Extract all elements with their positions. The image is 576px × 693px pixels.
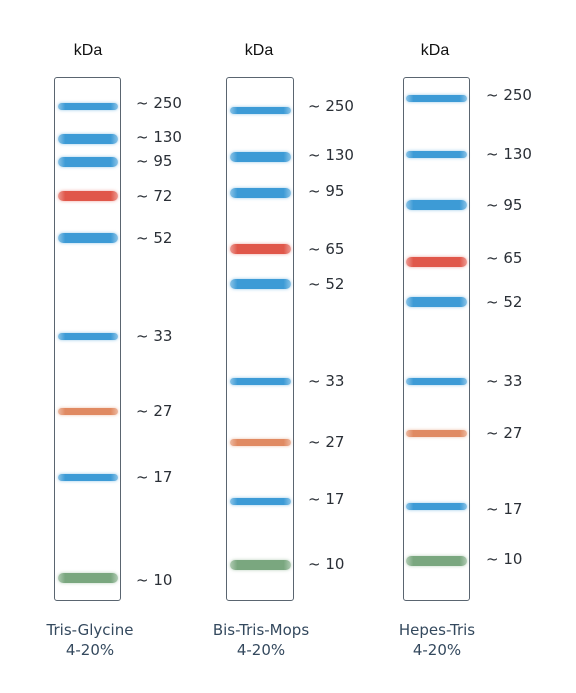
marker-band xyxy=(406,150,467,158)
molecular-weight-label: ~ 130 xyxy=(486,145,532,163)
molecular-weight-label: ~ 72 xyxy=(136,187,173,205)
molecular-weight-label: ~ 27 xyxy=(308,433,345,451)
molecular-weight-label: ~ 52 xyxy=(136,229,173,247)
molecular-weight-label: ~ 10 xyxy=(136,571,173,589)
molecular-weight-label: ~ 95 xyxy=(136,152,173,170)
marker-band xyxy=(230,377,291,385)
marker-band xyxy=(406,200,467,210)
marker-band xyxy=(58,102,118,110)
marker-band xyxy=(58,191,118,201)
gel-lane xyxy=(403,77,470,601)
molecular-weight-label: ~ 250 xyxy=(486,86,532,104)
molecular-weight-label: ~ 17 xyxy=(486,500,523,518)
marker-band xyxy=(58,157,118,167)
molecular-weight-label: ~ 17 xyxy=(308,490,345,508)
caption-gradient: 4-20% xyxy=(65,641,115,659)
caption-buffer: Bis-Tris-Mops xyxy=(212,621,310,639)
molecular-weight-label: ~ 33 xyxy=(486,372,523,390)
marker-band xyxy=(230,188,291,198)
marker-band xyxy=(406,257,467,267)
unit-label: kDa xyxy=(73,42,103,59)
marker-band xyxy=(406,502,467,510)
caption-buffer: Hepes-Tris xyxy=(398,621,476,639)
marker-band xyxy=(406,377,467,385)
molecular-weight-label: ~ 65 xyxy=(308,240,345,258)
marker-band xyxy=(58,573,118,583)
marker-band xyxy=(58,233,118,243)
caption-gradient: 4-20% xyxy=(412,641,462,659)
marker-band xyxy=(406,297,467,307)
molecular-weight-label: ~ 33 xyxy=(308,372,345,390)
molecular-weight-label: ~ 130 xyxy=(136,128,182,146)
molecular-weight-label: ~ 95 xyxy=(308,182,345,200)
marker-band xyxy=(230,152,291,162)
molecular-weight-label: ~ 27 xyxy=(486,424,523,442)
marker-band xyxy=(58,473,118,481)
marker-band xyxy=(406,556,467,566)
molecular-weight-label: ~ 65 xyxy=(486,249,523,267)
marker-band xyxy=(230,438,291,446)
molecular-weight-label: ~ 250 xyxy=(308,97,354,115)
marker-band xyxy=(406,429,467,437)
marker-band xyxy=(230,106,291,114)
marker-band xyxy=(230,560,291,570)
marker-band xyxy=(230,279,291,289)
marker-band xyxy=(230,497,291,505)
molecular-weight-label: ~ 95 xyxy=(486,196,523,214)
molecular-weight-label: ~ 33 xyxy=(136,327,173,345)
marker-band xyxy=(406,94,467,102)
molecular-weight-label: ~ 250 xyxy=(136,94,182,112)
molecular-weight-label: ~ 52 xyxy=(308,275,345,293)
marker-band xyxy=(58,134,118,144)
gel-lane xyxy=(226,77,294,601)
marker-band xyxy=(230,244,291,254)
marker-band xyxy=(58,332,118,340)
marker-band xyxy=(58,407,118,415)
molecular-weight-label: ~ 10 xyxy=(308,555,345,573)
molecular-weight-label: ~ 52 xyxy=(486,293,523,311)
molecular-weight-label: ~ 27 xyxy=(136,402,173,420)
molecular-weight-label: ~ 130 xyxy=(308,146,354,164)
caption-gradient: 4-20% xyxy=(236,641,286,659)
molecular-weight-label: ~ 17 xyxy=(136,468,173,486)
molecular-weight-label: ~ 10 xyxy=(486,550,523,568)
caption-buffer: Tris-Glycine xyxy=(46,621,134,639)
unit-label: kDa xyxy=(420,42,450,59)
unit-label: kDa xyxy=(244,42,274,59)
